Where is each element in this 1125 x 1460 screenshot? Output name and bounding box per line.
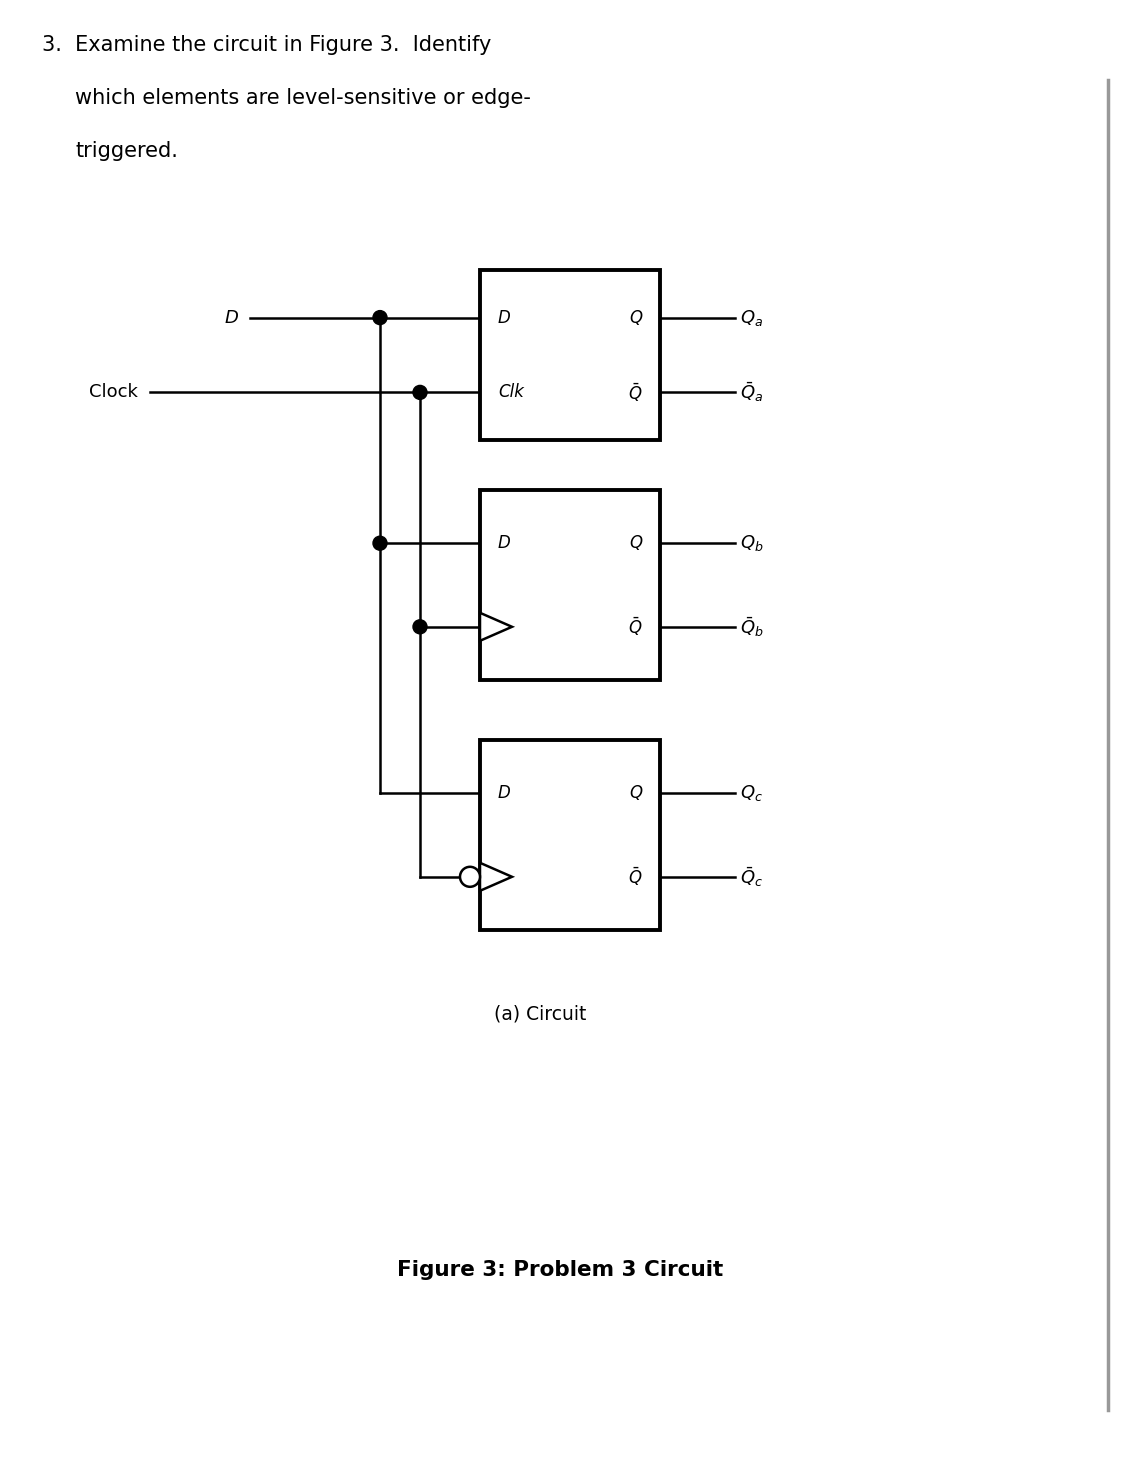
Text: $\bar{Q}_c$: $\bar{Q}_c$ <box>740 864 763 889</box>
Circle shape <box>460 867 480 886</box>
Polygon shape <box>480 863 512 891</box>
Polygon shape <box>480 613 512 641</box>
Text: D: D <box>498 534 511 552</box>
Circle shape <box>413 620 428 634</box>
Text: $Q_b$: $Q_b$ <box>740 533 764 553</box>
Bar <box>480 740 660 930</box>
Text: D: D <box>498 308 511 327</box>
Text: Q: Q <box>629 784 642 802</box>
Text: Figure 3: Problem 3 Circuit: Figure 3: Problem 3 Circuit <box>397 1260 723 1280</box>
Text: $\bar{Q}_b$: $\bar{Q}_b$ <box>740 615 764 638</box>
Text: 3.  Examine the circuit in Figure 3.  Identify: 3. Examine the circuit in Figure 3. Iden… <box>42 35 492 55</box>
Text: $\bar{Q}$: $\bar{Q}$ <box>628 866 642 888</box>
Circle shape <box>413 385 428 400</box>
Text: (a) Circuit: (a) Circuit <box>494 1004 586 1023</box>
Text: $Q_a$: $Q_a$ <box>740 308 763 327</box>
Text: $Q_c$: $Q_c$ <box>740 783 763 803</box>
Text: D: D <box>498 784 511 802</box>
Text: Q: Q <box>629 308 642 327</box>
Text: Clock: Clock <box>89 384 138 402</box>
Text: which elements are level-sensitive or edge-: which elements are level-sensitive or ed… <box>75 88 531 108</box>
Bar <box>480 491 660 680</box>
Text: Q: Q <box>629 534 642 552</box>
Text: $\bar{Q}_a$: $\bar{Q}_a$ <box>740 381 763 404</box>
Text: D: D <box>224 308 238 327</box>
Bar <box>480 270 660 439</box>
Circle shape <box>374 536 387 550</box>
Text: $\bar{Q}$: $\bar{Q}$ <box>628 616 642 638</box>
Text: Clk: Clk <box>498 384 524 402</box>
Text: triggered.: triggered. <box>75 142 178 161</box>
Text: $\bar{Q}$: $\bar{Q}$ <box>628 381 642 403</box>
Circle shape <box>374 311 387 324</box>
